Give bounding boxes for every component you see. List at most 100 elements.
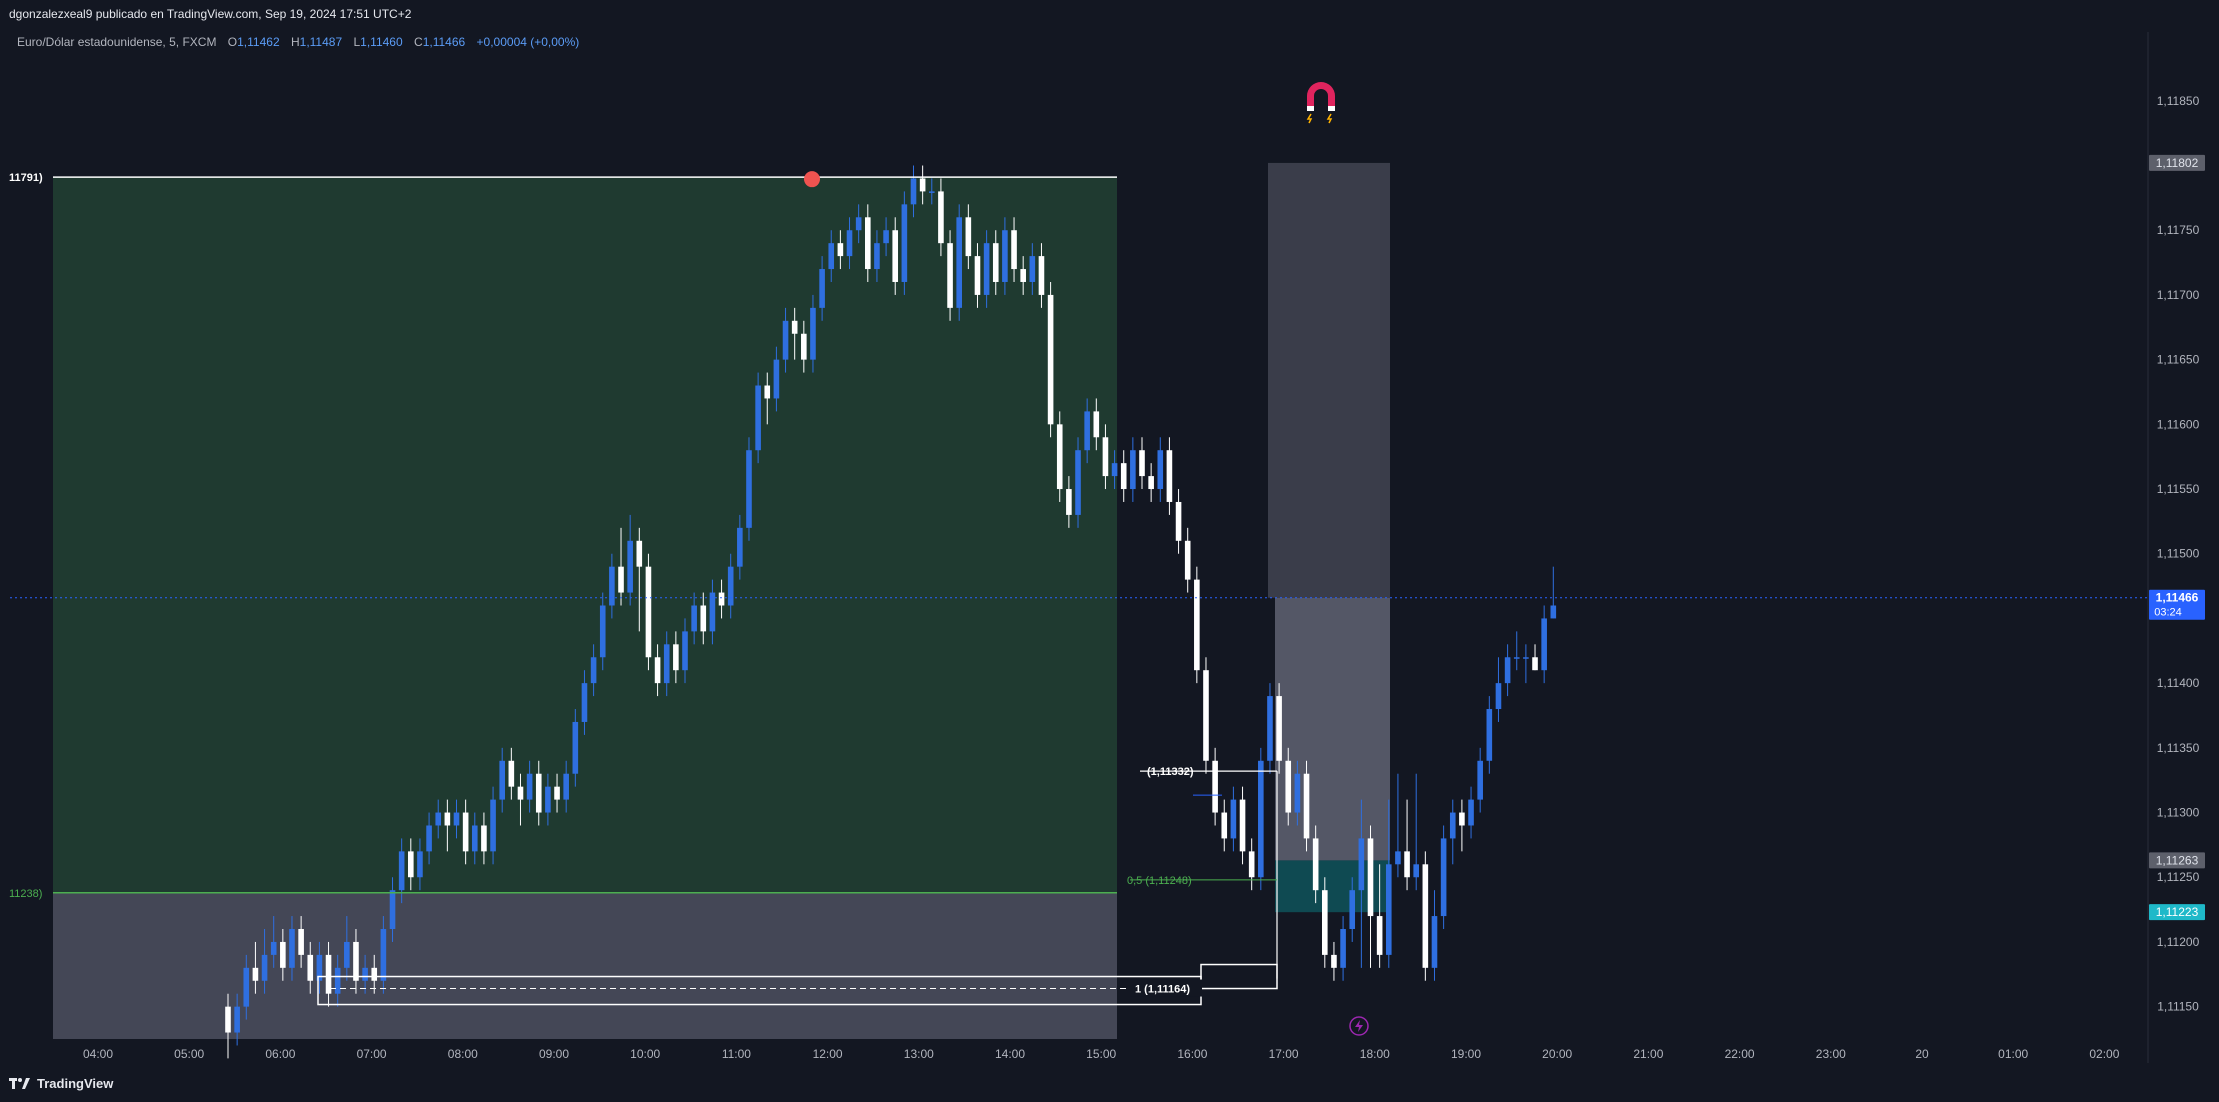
candle-body <box>1312 838 1319 891</box>
x-tick-label: 20:00 <box>1542 1047 1572 1061</box>
candle-body <box>1495 683 1502 710</box>
candle-body <box>983 243 990 295</box>
candle-body <box>874 243 880 270</box>
candle-body <box>1047 294 1054 425</box>
candle-body <box>1267 696 1273 761</box>
candle-body <box>344 941 350 968</box>
candle-body <box>1130 450 1136 490</box>
ohlc-low-key: L <box>353 35 361 49</box>
candle-body <box>270 941 277 955</box>
x-tick-label: 09:00 <box>539 1047 569 1061</box>
candle-body <box>764 385 771 399</box>
candle-body <box>691 605 697 632</box>
candle-body <box>1120 463 1127 490</box>
x-tick-label: 11:00 <box>722 1047 751 1061</box>
x-tick-label: 15:00 <box>1086 1047 1116 1061</box>
fib-label-top: (1,11332) <box>1147 766 1194 778</box>
candle-body <box>947 243 953 308</box>
candle-body <box>1011 230 1017 270</box>
candle-body <box>1056 424 1063 490</box>
candle-body <box>791 320 798 334</box>
x-tick-label: 02:00 <box>2089 1047 2119 1061</box>
tradingview-logo-icon <box>9 1077 31 1090</box>
candle-body <box>1303 773 1310 839</box>
y-tick-label: 1,11600 <box>2157 417 2200 431</box>
candle-body <box>243 967 250 1007</box>
candle-body <box>1413 864 1419 878</box>
lightning-icon[interactable] <box>1349 1016 1369 1036</box>
candle-body <box>280 941 286 968</box>
gray-zone <box>53 892 1117 1039</box>
candle-body <box>1468 799 1474 826</box>
candle-body <box>581 683 588 722</box>
candle-body <box>316 954 323 981</box>
candle-body <box>1212 760 1218 813</box>
candle-body <box>618 566 624 593</box>
y-tick-label: 1,11850 <box>2157 94 2200 108</box>
candle-body <box>481 825 487 852</box>
candle-body <box>709 592 716 632</box>
magnet-icon[interactable] <box>1306 82 1335 124</box>
candle-body <box>554 786 560 800</box>
x-tick-label: 17:00 <box>1269 1047 1299 1061</box>
candle-body <box>261 954 268 981</box>
candle-body <box>1020 269 1026 282</box>
candle-body <box>490 799 496 852</box>
x-tick-label: 19:00 <box>1451 1047 1481 1061</box>
candle-body <box>1029 256 1036 282</box>
price-tag <box>2149 589 2205 620</box>
candle-body <box>353 941 359 981</box>
candle-body <box>883 230 889 244</box>
x-tick-label: 08:00 <box>448 1047 478 1061</box>
candle-body <box>1038 256 1045 295</box>
y-tick-label: 1,11150 <box>2157 1000 2199 1014</box>
candle-body <box>1084 411 1090 451</box>
projection-box-upper <box>1268 162 1390 598</box>
candle-body <box>737 527 743 567</box>
symbol-legend[interactable]: Euro/Dólar estadounidense, 5, FXCM O1,11… <box>17 35 579 49</box>
x-tick-label: 14:00 <box>995 1047 1025 1061</box>
candle-body <box>956 217 962 308</box>
y-tick-label: 1,11550 <box>2157 482 2200 496</box>
x-tick-label: 07:00 <box>357 1047 387 1061</box>
price-tag <box>2149 154 2205 171</box>
candle-body <box>1523 657 1529 659</box>
candle-body <box>1066 489 1072 515</box>
candle-body <box>992 243 999 282</box>
candle-body <box>1184 540 1191 580</box>
candle-body <box>1404 851 1410 878</box>
candle-body <box>627 540 633 593</box>
top-bar: dgonzalezxeal9 publicado en TradingView.… <box>0 0 2219 28</box>
candle-body <box>928 191 935 193</box>
candle-body <box>1550 605 1557 619</box>
candle-body <box>1294 773 1301 813</box>
ohlc-open-value: 1,11462 <box>237 35 280 49</box>
candle-body <box>1175 501 1182 541</box>
candle-body <box>1258 760 1264 878</box>
level-label: 11791) <box>9 172 43 184</box>
candle-body <box>1285 760 1292 813</box>
candle-body <box>535 773 542 813</box>
candle-body <box>1440 838 1447 917</box>
candle-body <box>727 566 734 606</box>
x-tick-label: 21:00 <box>1633 1047 1663 1061</box>
candle-body <box>1111 463 1118 477</box>
candle-body <box>380 929 387 981</box>
candle-body <box>325 954 332 994</box>
candle-body <box>919 178 926 192</box>
x-tick-label: 05:00 <box>174 1047 204 1061</box>
candle-body <box>362 967 368 981</box>
x-tick-label: 12:00 <box>813 1047 843 1061</box>
ohlc-low-value: 1,11460 <box>360 35 403 49</box>
candle-body <box>1239 799 1246 852</box>
candle-body <box>1486 709 1493 761</box>
candle-body <box>645 566 652 658</box>
x-tick-label: 20 <box>1915 1047 1929 1061</box>
candle-body <box>526 773 533 800</box>
candle-body <box>901 204 908 282</box>
candle-body <box>289 929 295 968</box>
candle-body <box>1157 450 1164 490</box>
candle-body <box>590 657 597 684</box>
candle-body <box>837 243 844 257</box>
